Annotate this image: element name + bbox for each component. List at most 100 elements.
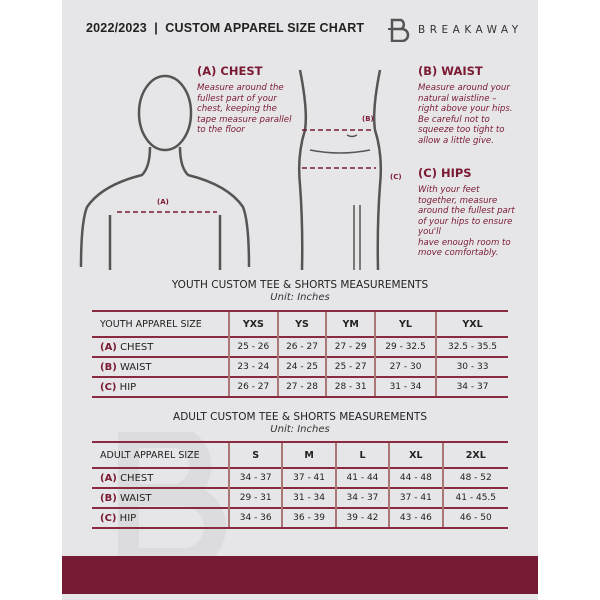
text-line: right above your hips. — [418, 104, 513, 114]
row-label: (B) WAIST — [92, 487, 229, 508]
chest-marker: (A) — [157, 198, 169, 206]
youth-unit: Unit: Inches — [270, 292, 330, 303]
row-letter: (C) — [100, 512, 117, 524]
text-line: fullest part of your — [197, 93, 277, 104]
text-line: you'll — [418, 227, 441, 237]
cell: 30 - 33 — [435, 356, 508, 377]
text-line: allow a little give. — [418, 135, 494, 146]
text-line: Be careful not to — [418, 114, 490, 125]
cell: 34 - 36 — [227, 507, 283, 529]
adult-unit: Unit: Inches — [270, 424, 330, 435]
adult-title: ADULT CUSTOM TEE & SHORTS MEASUREMENTS — [173, 411, 427, 423]
row-label: (B) WAIST — [92, 356, 229, 377]
text-line: natural waistline – — [418, 93, 497, 104]
upper-body-figure — [79, 74, 251, 270]
cell: 34 - 37 — [227, 467, 283, 488]
youth-title: YOUTH CUSTOM TEE & SHORTS MEASUREMENTS — [171, 279, 429, 291]
row-letter: (A) — [100, 472, 117, 484]
cell: 25 - 27 — [325, 356, 376, 377]
cell: 27 - 28 — [276, 376, 327, 398]
cell: 28 - 31 — [325, 376, 376, 398]
table-header-row: ADULT APPAREL SIZE S M L XL 2XL — [92, 441, 508, 468]
row-letter: (B) — [100, 492, 117, 504]
hips-text: With your feet together, measure around th… — [418, 185, 515, 259]
cell: 27 - 29 — [325, 336, 376, 357]
table-row: (C) HIP 34 - 36 36 - 39 39 - 42 43 - 46 46 - … — [92, 507, 508, 529]
brand-logo: BREAKAWAY — [388, 18, 523, 42]
cell: 48 - 52 — [441, 467, 508, 488]
cell: 43 - 46 — [388, 507, 443, 529]
header-cell: S — [227, 441, 283, 468]
torso-figure — [297, 69, 383, 270]
text-line: move comfortably. — [418, 248, 499, 258]
cell: 24 - 25 — [276, 356, 327, 377]
breakaway-logo-icon — [388, 18, 410, 42]
cell: 46 - 50 — [441, 507, 508, 529]
row-name: WAIST — [119, 361, 152, 373]
row-label: (A) CHEST — [92, 467, 229, 488]
page-title: 2022/2023 | CUSTOM APPAREL SIZE CHART — [86, 21, 365, 35]
cell: 26 - 27 — [276, 336, 327, 357]
cell: 36 - 39 — [281, 507, 336, 529]
cell: 31 - 34 — [374, 376, 437, 398]
text-line: have enough room to — [418, 237, 511, 248]
chest-guide: (A) CHEST Measure around the fullest part… — [197, 64, 291, 136]
header-cell: YM — [325, 310, 376, 337]
footer-band — [62, 556, 538, 594]
header-cell: YXS — [228, 310, 278, 337]
table-row: (B) WAIST 29 - 31 31 - 34 34 - 37 37 - 41 41 … — [92, 487, 508, 508]
row-label: (C) HIP — [92, 376, 229, 398]
row-name: CHEST — [120, 472, 154, 484]
waist-marker: (B) — [362, 115, 374, 123]
cell: 27 - 30 — [374, 356, 437, 377]
cell: 29 - 31 — [227, 487, 283, 508]
cell: 34 - 37 — [435, 376, 508, 398]
table-row: (A) CHEST 25 - 26 26 - 27 27 - 29 29 - 32.5 3… — [92, 336, 508, 357]
hips-heading: (C) HIPS — [418, 166, 472, 180]
text-line: Measure around the — [197, 83, 284, 93]
cell: 34 - 37 — [334, 487, 390, 508]
header-cell: YOUTH APPAREL SIZE — [92, 310, 229, 337]
waist-guide: (B) WAIST Measure around your natural wai… — [418, 64, 513, 146]
hip-marker: (C) — [390, 173, 402, 181]
row-name: WAIST — [119, 492, 152, 504]
waist-text: Measure around your natural waistline – ri… — [418, 83, 513, 146]
cell: 32.5 - 35.5 — [435, 336, 508, 357]
body-figures — [79, 69, 383, 270]
cell: 44 - 48 — [388, 467, 443, 488]
cell: 39 - 42 — [334, 507, 390, 529]
cell: 37 - 41 — [281, 467, 336, 488]
text-line: tape measure parallel — [197, 114, 292, 125]
header-cell: L — [334, 441, 390, 468]
hips-guide: (C) HIPS With your feet together, measure… — [418, 166, 515, 259]
text-line: of your hips to ensure — [418, 216, 513, 227]
text-line: With your feet — [418, 185, 480, 195]
row-label: (C) HIP — [92, 507, 229, 529]
cell: 41 - 44 — [334, 467, 390, 488]
header-cell: ADULT APPAREL SIZE — [92, 441, 229, 468]
text-line: squeeze too tight to — [418, 125, 505, 135]
cell: 26 - 27 — [228, 376, 278, 398]
text-line: chest, keeping the — [197, 104, 277, 114]
row-label: (A) CHEST — [92, 336, 229, 357]
row-letter: (B) — [100, 361, 117, 373]
header-cell: M — [281, 441, 336, 468]
cell: 23 - 24 — [228, 356, 278, 377]
cell: 25 - 26 — [228, 336, 278, 357]
chest-heading: (A) CHEST — [197, 64, 263, 78]
row-letter: (C) — [100, 381, 117, 393]
row-letter: (A) — [100, 341, 117, 353]
chest-text: Measure around the fullest part of your ch… — [197, 83, 291, 136]
header-cell: XL — [388, 441, 443, 468]
header-cell: YXL — [435, 310, 508, 337]
table-row: (A) CHEST 34 - 37 37 - 41 41 - 44 44 - 48 48 … — [92, 467, 508, 488]
header-cell: YL — [374, 310, 437, 337]
text-line: to the floor — [197, 125, 245, 135]
text-line: around the fullest part — [418, 206, 515, 216]
youth-size-table: YOUTH APPAREL SIZE YXS YS YM YL YXL (A) CHEST… — [92, 310, 508, 398]
table-header-row: YOUTH APPAREL SIZE YXS YS YM YL YXL — [92, 310, 508, 337]
table-row: (B) WAIST 23 - 24 24 - 25 25 - 27 27 - 30 30 … — [92, 356, 508, 377]
adult-size-table: ADULT APPAREL SIZE S M L XL 2XL (A) CHEST 34 -… — [92, 441, 508, 529]
text-line: Measure around your — [418, 83, 510, 93]
cell: 37 - 41 — [388, 487, 443, 508]
